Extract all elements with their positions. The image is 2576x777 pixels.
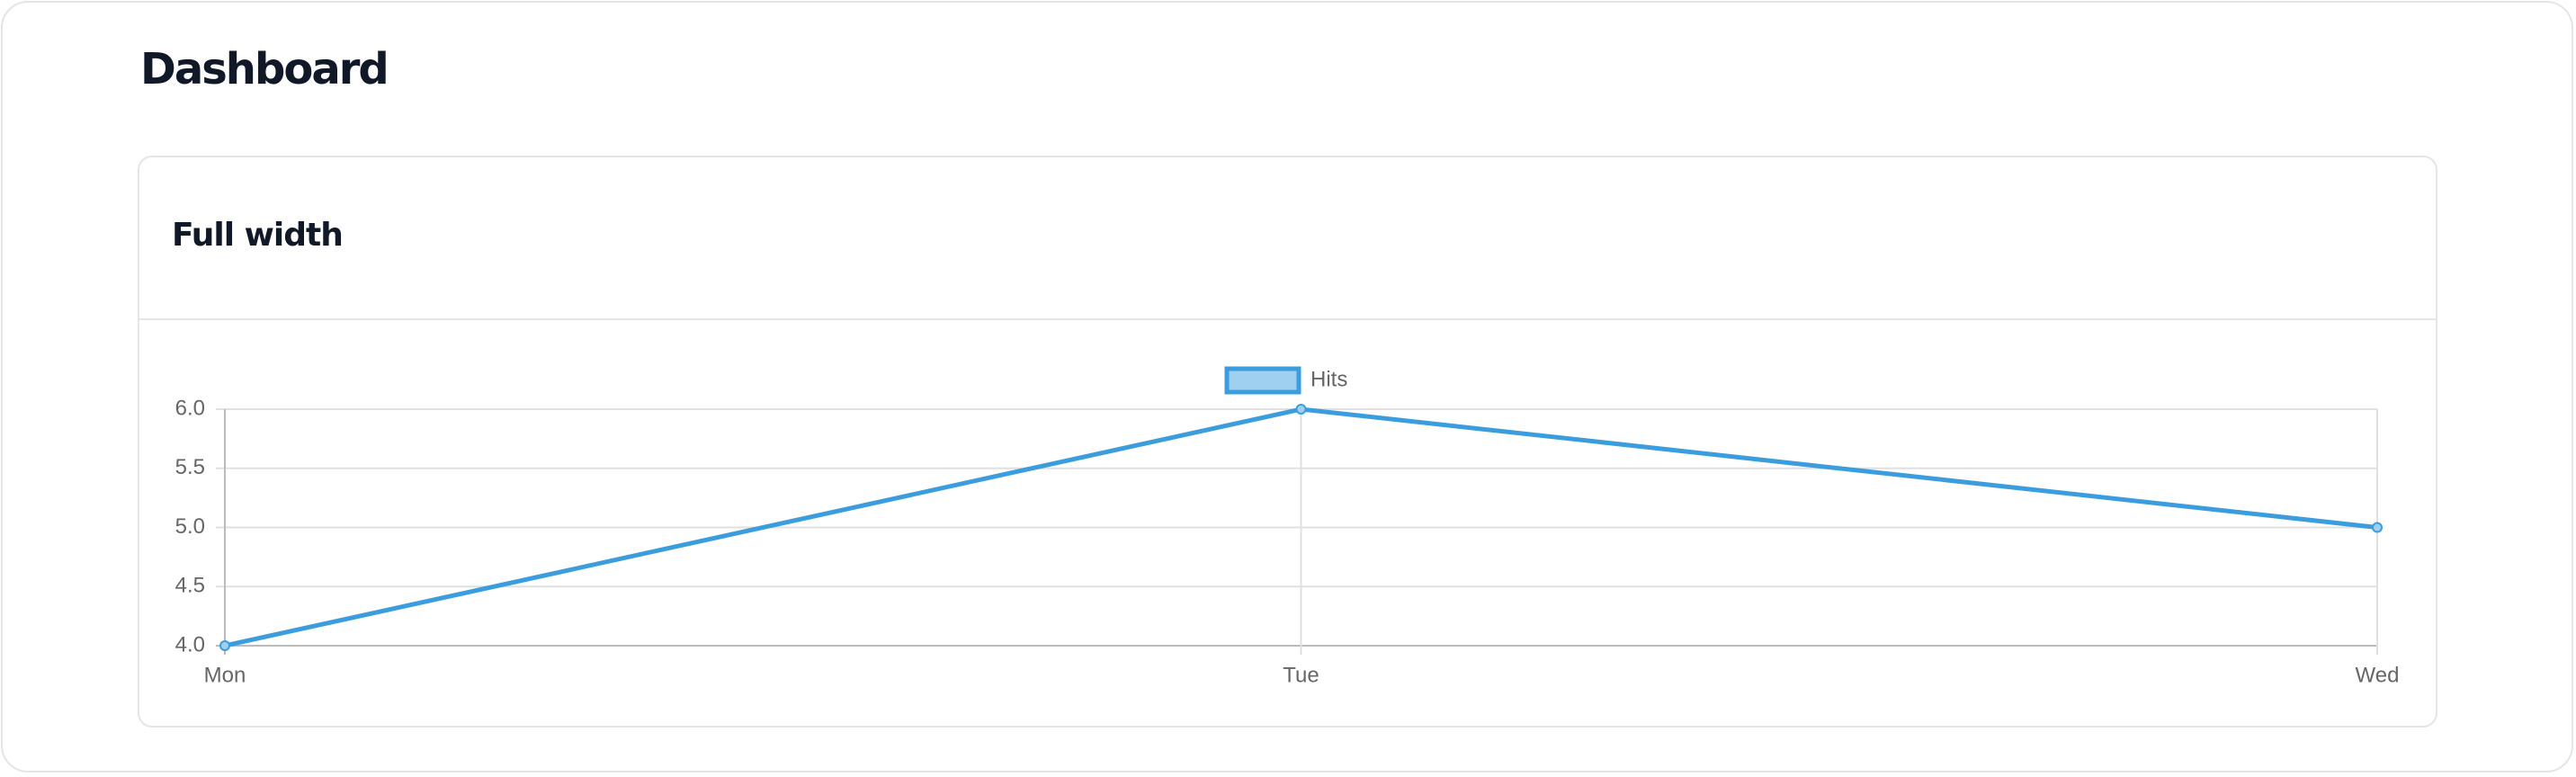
y-tick-label: 5.5 <box>175 455 205 479</box>
y-tick-label: 6.0 <box>175 396 205 420</box>
point <box>219 640 230 651</box>
x-tick-label: Mon <box>204 663 246 687</box>
y-tick-label: 4.5 <box>175 574 205 598</box>
legend-swatch <box>1224 366 1301 395</box>
chart-title: Full width <box>172 217 344 254</box>
legend-label: Hits <box>1310 367 1347 391</box>
point <box>1295 404 1307 415</box>
y-tick-label: 5.0 <box>175 514 205 539</box>
x-tick-label: Wed <box>2356 663 2400 687</box>
x-tick-label: Tue <box>1283 663 1319 687</box>
y-tick-label: 4.0 <box>175 632 205 656</box>
point <box>2372 522 2383 533</box>
chart-card: Full width <box>138 156 2437 728</box>
card-divider <box>139 318 2436 320</box>
page-title: Dashboard <box>140 44 389 94</box>
